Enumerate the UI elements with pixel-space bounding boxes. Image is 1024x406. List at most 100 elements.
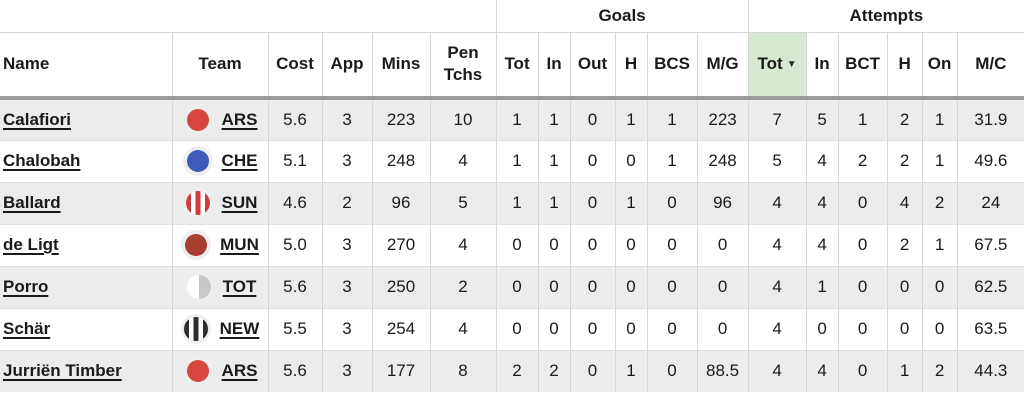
team-code-link[interactable]: MUN (220, 235, 259, 254)
column-header-goals-in[interactable]: In (537, 32, 571, 100)
stat-cell-attempts-in: 4 (805, 223, 839, 266)
stat-cell-attempts-mc: 49.6 (956, 139, 1024, 182)
stat-cell-attempts-bct: 0 (837, 307, 888, 350)
stat-cell-goals-bcs: 0 (646, 307, 698, 350)
stat-cell-goals-tot: 1 (495, 181, 539, 224)
column-header-team[interactable]: Team (171, 32, 268, 100)
stat-cell-goals-tot: 1 (495, 139, 539, 182)
stat-cell-goals-out: 0 (569, 349, 616, 392)
group-header-spacer (0, 0, 497, 33)
stat-cell-attempts-in: 1 (805, 265, 839, 308)
column-header-row: Name Team Cost App Mins Pen Tchs Tot In … (0, 32, 1024, 100)
player-name-link[interactable]: Ballard (3, 193, 61, 212)
player-name-cell: Ballard (0, 181, 172, 224)
player-name-cell: Calafiori (0, 98, 172, 140)
stat-cell-goals-mg: 0 (696, 307, 749, 350)
column-header-cost[interactable]: Cost (267, 32, 322, 100)
stat-cell-goals-bcs: 0 (646, 223, 698, 266)
attempts-group-header: Attempts (747, 0, 1024, 33)
stat-cell-cost: 5.6 (267, 265, 322, 308)
column-header-attempts-h[interactable]: H (886, 32, 923, 100)
stat-cell-attempts-on: 1 (921, 223, 958, 266)
stat-cell-goals-in: 1 (537, 98, 571, 140)
stat-cell-goals-in: 0 (537, 265, 571, 308)
team-code-link[interactable]: CHE (221, 151, 258, 170)
team-cell: TOT (171, 265, 268, 308)
player-name-cell: Schär (0, 307, 172, 350)
stat-cell-attempts-h: 2 (886, 98, 923, 140)
column-header-goals-tot[interactable]: Tot (495, 32, 539, 100)
player-name-cell: Porro (0, 265, 172, 308)
player-name-link[interactable]: de Ligt (3, 235, 59, 254)
column-header-app[interactable]: App (321, 32, 372, 100)
column-header-attempts-on[interactable]: On (921, 32, 958, 100)
stat-cell-attempts-h: 2 (886, 139, 923, 182)
stat-cell-attempts-tot: 7 (747, 98, 807, 140)
stat-cell-app: 3 (321, 98, 372, 140)
stat-cell-attempts-bct: 1 (837, 98, 888, 140)
stat-cell-goals-h: 0 (614, 139, 648, 182)
stat-cell-attempts-mc: 63.5 (956, 307, 1024, 350)
team-code-link[interactable]: TOT (222, 277, 257, 296)
column-header-goals-bcs[interactable]: BCS (646, 32, 698, 100)
stat-cell-attempts-bct: 0 (837, 349, 888, 392)
table-row: de Ligt MUN 5.0 3 270 4 0 0 0 0 0 0 4 4 0 2 1 67.5 (0, 223, 1024, 266)
team-code-link[interactable]: ARS (221, 361, 258, 381)
player-name-link[interactable]: Schär (3, 319, 51, 338)
stat-cell-attempts-mc: 31.9 (956, 98, 1024, 140)
stat-cell-goals-in: 1 (537, 139, 571, 182)
team-code-link[interactable]: SUN (221, 193, 258, 212)
table-row: Calafiori ARS 5.6 3 223 10 1 1 0 1 1 223 7 5 1 2 1 31.9 (0, 98, 1024, 140)
stat-cell-goals-h: 1 (614, 349, 648, 392)
team-code-link[interactable]: NEW (219, 319, 260, 338)
stat-cell-attempts-h: 2 (886, 223, 923, 266)
team-badge-icon (182, 356, 213, 387)
stat-cell-attempts-in: 4 (805, 139, 839, 182)
team-badge-icon (183, 272, 214, 302)
stat-cell-goals-bcs: 0 (646, 349, 698, 392)
stat-cell-goals-in: 1 (537, 181, 571, 224)
player-name-link[interactable]: Chalobah (3, 151, 81, 170)
group-header-row: Goals Attempts (0, 0, 1024, 33)
column-header-attempts-tot[interactable]: Tot ▼ (747, 32, 807, 100)
column-header-attempts-mc[interactable]: M/C (956, 32, 1024, 100)
stat-cell-attempts-on: 0 (921, 307, 958, 350)
column-header-goals-mg[interactable]: M/G (696, 32, 749, 100)
stat-cell-attempts-on: 1 (921, 139, 958, 182)
stat-cell-goals-out: 0 (569, 223, 616, 266)
column-header-goals-out[interactable]: Out (569, 32, 616, 100)
player-name-link[interactable]: Porro (3, 277, 49, 296)
table-body: Calafiori ARS 5.6 3 223 10 1 1 0 1 1 223 7 5 1 2 1 31.9 Ch… (0, 98, 1024, 392)
stat-cell-goals-tot: 0 (495, 223, 539, 266)
stat-cell-cost: 5.6 (267, 98, 322, 140)
stat-cell-goals-tot: 0 (495, 265, 539, 308)
stat-cell-attempts-in: 4 (805, 181, 839, 224)
player-name-link[interactable]: Calafiori (3, 109, 72, 129)
team-cell: ARS (171, 98, 268, 140)
stat-cell-cost: 5.1 (267, 139, 322, 182)
stat-cell-attempts-tot: 4 (747, 307, 807, 350)
column-header-mins[interactable]: Mins (371, 32, 430, 100)
stat-cell-app: 3 (321, 139, 372, 182)
table-row: Schär NEW 5.5 3 254 4 0 0 0 0 0 0 4 0 0 0 0 63.5 (0, 307, 1024, 350)
stat-cell-app: 3 (321, 223, 372, 266)
stat-cell-attempts-h: 0 (886, 307, 923, 350)
player-name-link[interactable]: Jurriën Timber (3, 361, 122, 381)
stat-cell-goals-tot: 1 (495, 98, 539, 140)
column-header-attempts-in[interactable]: In (805, 32, 839, 100)
stat-cell-goals-mg: 223 (696, 98, 749, 140)
column-header-pen-tchs[interactable]: Pen Tchs (429, 32, 497, 100)
column-header-name[interactable]: Name (0, 32, 172, 100)
stat-cell-attempts-mc: 44.3 (956, 349, 1024, 392)
team-badge-icon (182, 146, 213, 176)
stat-cell-mins: 254 (371, 307, 430, 350)
stat-cell-mins: 177 (371, 349, 430, 392)
stat-cell-goals-bcs: 0 (646, 181, 698, 224)
stat-cell-attempts-tot: 4 (747, 223, 807, 266)
stat-cell-attempts-bct: 2 (837, 139, 888, 182)
column-header-attempts-bct[interactable]: BCT (837, 32, 888, 100)
team-code-link[interactable]: ARS (221, 109, 258, 129)
stat-cell-attempts-in: 5 (805, 98, 839, 140)
column-header-goals-h[interactable]: H (614, 32, 648, 100)
stat-cell-mins: 270 (371, 223, 430, 266)
